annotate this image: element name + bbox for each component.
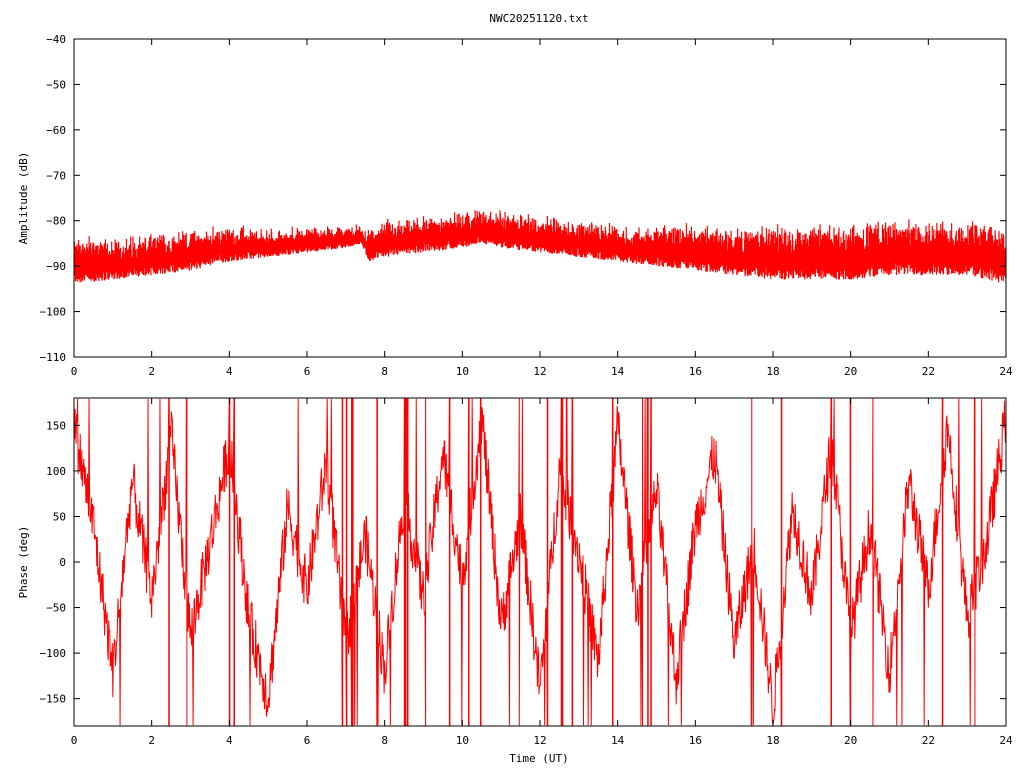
phase-xtick-label: 2: [148, 734, 155, 747]
phase-xtick-label: 22: [922, 734, 935, 747]
phase-xtick-label: 0: [71, 734, 78, 747]
phase-xtick-label: 4: [226, 734, 233, 747]
phase-ytick-label: −50: [46, 602, 66, 615]
amplitude-ytick-label: −40: [46, 33, 66, 46]
amplitude-ytick-label: −70: [46, 169, 66, 182]
amplitude-series-line: [74, 210, 1006, 283]
amplitude-xtick-label: 16: [689, 365, 702, 378]
phase-xtick-label: 14: [611, 734, 625, 747]
time-xlabel: Time (UT): [509, 752, 569, 765]
amplitude-xtick-label: 0: [71, 365, 78, 378]
amplitude-xtick-label: 12: [533, 365, 546, 378]
amplitude-xtick-label: 10: [456, 365, 469, 378]
phase-ytick-label: 0: [59, 556, 66, 569]
phase-xtick-label: 6: [304, 734, 311, 747]
phase-ylabel: Phase (deg): [17, 526, 30, 599]
phase-xtick-label: 16: [689, 734, 702, 747]
phase-xtick-label: 10: [456, 734, 469, 747]
amplitude-xtick-label: 20: [844, 365, 857, 378]
amplitude-ytick-label: −90: [46, 260, 66, 273]
phase-xtick-label: 24: [999, 734, 1013, 747]
amplitude-ytick-label: −60: [46, 124, 66, 137]
chart-title: NWC20251120.txt: [489, 12, 588, 25]
amplitude-xtick-label: 2: [148, 365, 155, 378]
amplitude-ytick-label: −110: [40, 351, 67, 364]
amplitude-xtick-label: 6: [304, 365, 311, 378]
phase-ytick-label: 150: [46, 419, 66, 432]
amplitude-xtick-label: 22: [922, 365, 935, 378]
amplitude-xtick-label: 8: [381, 365, 388, 378]
phase-series-line: [74, 398, 1006, 726]
amplitude-xtick-label: 4: [226, 365, 233, 378]
phase-xtick-label: 8: [381, 734, 388, 747]
amplitude-xtick-label: 24: [999, 365, 1013, 378]
phase-panel: Phase (deg) 0 2 4 6 8 10 12 14 16 18 20 22 24−150−10…: [17, 397, 1013, 747]
phase-ytick-label: −100: [40, 647, 67, 660]
phase-ytick-label: 100: [46, 465, 66, 478]
amplitude-ytick-label: −50: [46, 78, 66, 91]
amplitude-ytick-label: −80: [46, 215, 66, 228]
phase-xtick-label: 18: [766, 734, 779, 747]
phase-ytick-label: −150: [40, 693, 67, 706]
amplitude-panel: Amplitude (dB) 0 2 4 6 8 10 12 14 16 18 20 22 24−110…: [17, 33, 1013, 378]
amplitude-plot-frame: [73, 38, 1007, 358]
amplitude-ylabel: Amplitude (dB): [17, 152, 30, 245]
phase-xtick-label: 12: [533, 734, 546, 747]
amplitude-xtick-label: 18: [766, 365, 779, 378]
amplitude-ytick-label: −100: [40, 306, 67, 319]
amplitude-xtick-label: 14: [611, 365, 625, 378]
phase-ytick-label: 50: [53, 510, 66, 523]
phase-xtick-label: 20: [844, 734, 857, 747]
